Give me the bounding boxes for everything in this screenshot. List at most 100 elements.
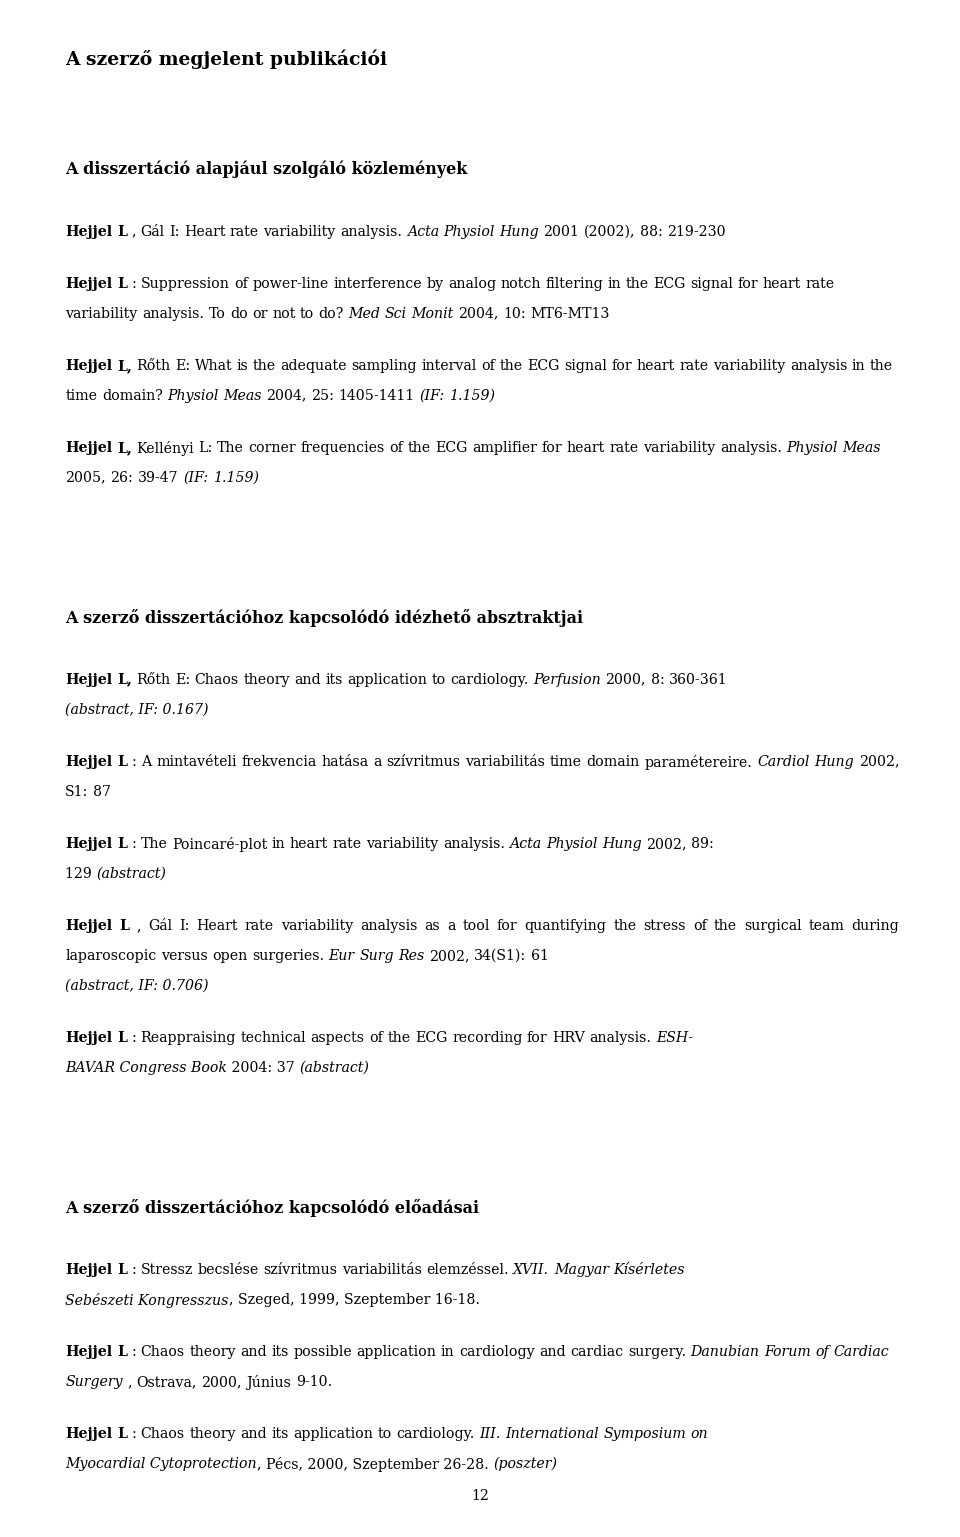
Text: 34(S1):: 34(S1): bbox=[474, 948, 526, 962]
Text: Gál: Gál bbox=[148, 919, 172, 933]
Text: on: on bbox=[690, 1426, 708, 1442]
Text: HRV: HRV bbox=[552, 1031, 585, 1045]
Text: Hung: Hung bbox=[814, 755, 854, 768]
Text: Symposium: Symposium bbox=[603, 1426, 686, 1442]
Text: during: during bbox=[852, 919, 900, 933]
Text: its: its bbox=[325, 673, 343, 687]
Text: I:: I: bbox=[169, 224, 180, 238]
Text: open: open bbox=[212, 948, 248, 962]
Text: :: : bbox=[132, 1031, 136, 1045]
Text: Physiol: Physiol bbox=[444, 224, 494, 238]
Text: analysis.: analysis. bbox=[720, 441, 782, 455]
Text: Hejjel: Hejjel bbox=[65, 755, 112, 768]
Text: S1:: S1: bbox=[65, 785, 88, 799]
Text: domain: domain bbox=[587, 755, 640, 768]
Text: 219-230: 219-230 bbox=[667, 224, 726, 238]
Text: 9-10.: 9-10. bbox=[296, 1374, 332, 1389]
Text: in: in bbox=[441, 1345, 454, 1359]
Text: is: is bbox=[237, 358, 249, 373]
Text: 26:: 26: bbox=[110, 470, 133, 484]
Text: team: team bbox=[808, 919, 845, 933]
Text: ECG: ECG bbox=[436, 441, 468, 455]
Text: :: : bbox=[132, 1426, 136, 1442]
Text: quantifying: quantifying bbox=[524, 919, 607, 933]
Text: versus: versus bbox=[161, 948, 207, 962]
Text: or: or bbox=[252, 306, 268, 321]
Text: of: of bbox=[370, 1031, 383, 1045]
Text: L: L bbox=[117, 1345, 127, 1359]
Text: I:: I: bbox=[179, 919, 189, 933]
Text: :: : bbox=[132, 836, 136, 851]
Text: analysis.: analysis. bbox=[340, 224, 402, 238]
Text: (IF:: (IF: bbox=[183, 470, 208, 484]
Text: application: application bbox=[348, 673, 427, 687]
Text: aspects: aspects bbox=[311, 1031, 365, 1045]
Text: surgeries.: surgeries. bbox=[252, 948, 324, 962]
Text: to: to bbox=[377, 1426, 392, 1442]
Text: Stressz: Stressz bbox=[141, 1263, 193, 1277]
Text: stress: stress bbox=[643, 919, 686, 933]
Text: cardiac: cardiac bbox=[570, 1345, 623, 1359]
Text: Hejjel: Hejjel bbox=[65, 1345, 112, 1359]
Text: A szerző disszertációhoz kapcsolódó előadásai: A szerző disszertációhoz kapcsolódó előa… bbox=[65, 1199, 479, 1217]
Text: interval: interval bbox=[421, 358, 477, 373]
Text: for: for bbox=[541, 441, 563, 455]
Text: szívritmus: szívritmus bbox=[387, 755, 461, 768]
Text: Sebészeti Kongresszus: Sebészeti Kongresszus bbox=[65, 1293, 228, 1308]
Text: paramétereire.: paramétereire. bbox=[644, 755, 753, 770]
Text: 2001: 2001 bbox=[543, 224, 579, 238]
Text: 25:: 25: bbox=[311, 389, 334, 403]
Text: Forum: Forum bbox=[764, 1345, 811, 1359]
Text: for: for bbox=[527, 1031, 547, 1045]
Text: :: : bbox=[132, 277, 136, 290]
Text: , Pécs, 2000, Szeptember 26-28.: , Pécs, 2000, Szeptember 26-28. bbox=[257, 1457, 493, 1472]
Text: (poszter): (poszter) bbox=[493, 1457, 557, 1471]
Text: A disszertáció alapjául szolgáló közlemények: A disszertáció alapjául szolgáló közlemé… bbox=[65, 161, 468, 178]
Text: 2004: 37: 2004: 37 bbox=[228, 1061, 300, 1074]
Text: variability: variability bbox=[367, 836, 439, 851]
Text: by: by bbox=[426, 277, 444, 290]
Text: Eur: Eur bbox=[328, 948, 355, 962]
Text: Acta: Acta bbox=[510, 836, 541, 851]
Text: of: of bbox=[481, 358, 495, 373]
Text: III.: III. bbox=[479, 1426, 501, 1442]
Text: Hejjel: Hejjel bbox=[65, 673, 112, 687]
Text: 1405-1411: 1405-1411 bbox=[338, 389, 415, 403]
Text: for: for bbox=[738, 277, 758, 290]
Text: 129: 129 bbox=[65, 867, 97, 881]
Text: Hejjel: Hejjel bbox=[65, 224, 112, 238]
Text: variabilitás: variabilitás bbox=[466, 755, 545, 768]
Text: of: of bbox=[390, 441, 403, 455]
Text: in: in bbox=[852, 358, 865, 373]
Text: becslése: becslése bbox=[198, 1263, 259, 1277]
Text: interference: interference bbox=[333, 277, 421, 290]
Text: hatása: hatása bbox=[322, 755, 369, 768]
Text: signal: signal bbox=[690, 277, 733, 290]
Text: Meas: Meas bbox=[223, 389, 261, 403]
Text: ,: , bbox=[128, 1374, 132, 1389]
Text: possible: possible bbox=[294, 1345, 352, 1359]
Text: Magyar: Magyar bbox=[554, 1263, 609, 1277]
Text: variability: variability bbox=[65, 306, 137, 321]
Text: amplifier: amplifier bbox=[472, 441, 538, 455]
Text: the: the bbox=[500, 358, 523, 373]
Text: Meas: Meas bbox=[843, 441, 881, 455]
Text: sampling: sampling bbox=[351, 358, 418, 373]
Text: rate: rate bbox=[333, 836, 362, 851]
Text: 2004,: 2004, bbox=[266, 389, 306, 403]
Text: 12: 12 bbox=[471, 1489, 489, 1503]
Text: Cardiac: Cardiac bbox=[833, 1345, 889, 1359]
Text: Sci: Sci bbox=[385, 306, 407, 321]
Text: the: the bbox=[626, 277, 649, 290]
Text: theory: theory bbox=[189, 1426, 236, 1442]
Text: ,: , bbox=[136, 919, 141, 933]
Text: Chaos: Chaos bbox=[141, 1345, 184, 1359]
Text: L,: L, bbox=[117, 358, 132, 373]
Text: time: time bbox=[65, 389, 97, 403]
Text: of: of bbox=[815, 1345, 829, 1359]
Text: of: of bbox=[693, 919, 707, 933]
Text: The: The bbox=[217, 441, 244, 455]
Text: L: L bbox=[117, 1263, 127, 1277]
Text: (IF:: (IF: bbox=[419, 389, 444, 403]
Text: frekvencia: frekvencia bbox=[242, 755, 317, 768]
